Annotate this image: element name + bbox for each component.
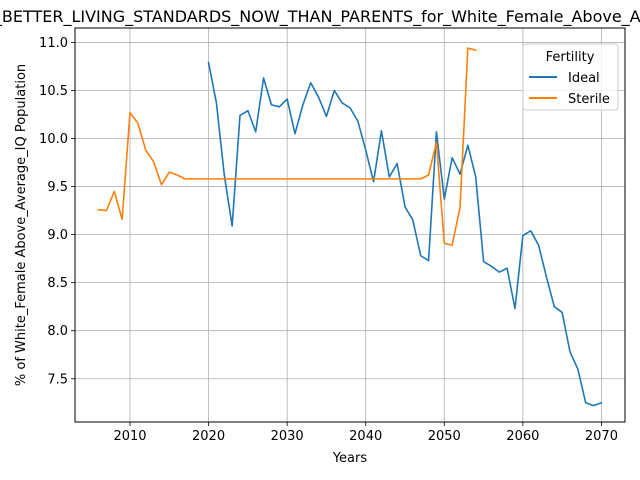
y-tick-label: 8.5 <box>47 276 68 291</box>
legend-box <box>522 43 619 111</box>
legend: Fertility Ideal Sterile <box>522 43 619 111</box>
y-tick-label: 9.0 <box>47 228 68 243</box>
x-axis-ticks: 2010 2020 2030 2040 2050 2060 2070 <box>113 422 618 444</box>
x-tick-label: 2070 <box>585 429 618 444</box>
y-tick-label: 10.0 <box>39 132 68 147</box>
y-axis-label: % of White_Female Above_Average_IQ Popul… <box>14 64 29 386</box>
y-tick-label: 8.0 <box>47 324 68 339</box>
series-line-ideal <box>207 61 603 407</box>
y-tick-label: 7.5 <box>47 372 68 387</box>
x-tick-label: 2060 <box>506 429 539 444</box>
y-axis-ticks: 7.5 8.0 8.5 9.0 9.5 10.0 10.5 11.0 <box>39 36 75 387</box>
x-tick-label: 2050 <box>428 429 461 444</box>
y-tick-label: 9.5 <box>47 180 68 195</box>
series-lines <box>97 47 603 407</box>
y-tick-label: 10.5 <box>39 84 68 99</box>
x-tick-label: 2020 <box>192 429 225 444</box>
y-tick-label: 11.0 <box>39 36 68 51</box>
legend-label-sterile: Sterile <box>568 92 610 107</box>
x-tick-label: 2040 <box>349 429 382 444</box>
chart-title: in_BETTER_LIVING_STANDARDS_NOW_THAN_PARE… <box>0 7 640 27</box>
x-tick-label: 2010 <box>113 429 146 444</box>
x-tick-label: 2030 <box>271 429 304 444</box>
legend-title: Fertility <box>546 50 595 65</box>
legend-label-ideal: Ideal <box>568 71 600 86</box>
x-axis-label: Years <box>332 451 368 466</box>
plot-frame <box>74 27 626 423</box>
series-line-sterile <box>97 47 477 246</box>
